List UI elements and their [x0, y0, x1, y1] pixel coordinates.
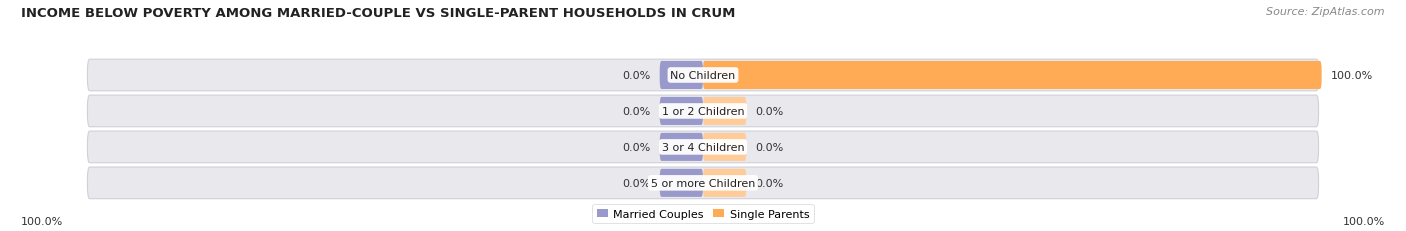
- Text: 0.0%: 0.0%: [755, 142, 783, 152]
- FancyBboxPatch shape: [659, 133, 703, 161]
- Text: 100.0%: 100.0%: [21, 216, 63, 226]
- Text: 0.0%: 0.0%: [755, 178, 783, 188]
- FancyBboxPatch shape: [87, 167, 1319, 199]
- Text: No Children: No Children: [671, 71, 735, 81]
- FancyBboxPatch shape: [87, 96, 1319, 127]
- FancyBboxPatch shape: [703, 133, 747, 161]
- Legend: Married Couples, Single Parents: Married Couples, Single Parents: [592, 204, 814, 223]
- Text: 3 or 4 Children: 3 or 4 Children: [662, 142, 744, 152]
- Text: 1 or 2 Children: 1 or 2 Children: [662, 106, 744, 116]
- FancyBboxPatch shape: [87, 131, 1319, 163]
- FancyBboxPatch shape: [703, 169, 747, 197]
- FancyBboxPatch shape: [659, 169, 703, 197]
- Text: 0.0%: 0.0%: [623, 178, 651, 188]
- Text: 0.0%: 0.0%: [623, 106, 651, 116]
- Text: 100.0%: 100.0%: [1331, 71, 1374, 81]
- FancyBboxPatch shape: [703, 97, 747, 125]
- FancyBboxPatch shape: [87, 60, 1319, 91]
- FancyBboxPatch shape: [703, 62, 1322, 90]
- Text: Source: ZipAtlas.com: Source: ZipAtlas.com: [1267, 7, 1385, 17]
- FancyBboxPatch shape: [659, 62, 703, 90]
- Text: 100.0%: 100.0%: [1343, 216, 1385, 226]
- Text: 0.0%: 0.0%: [755, 106, 783, 116]
- FancyBboxPatch shape: [659, 97, 703, 125]
- Text: INCOME BELOW POVERTY AMONG MARRIED-COUPLE VS SINGLE-PARENT HOUSEHOLDS IN CRUM: INCOME BELOW POVERTY AMONG MARRIED-COUPL…: [21, 7, 735, 20]
- Text: 5 or more Children: 5 or more Children: [651, 178, 755, 188]
- Text: 0.0%: 0.0%: [623, 71, 651, 81]
- Text: 0.0%: 0.0%: [623, 142, 651, 152]
